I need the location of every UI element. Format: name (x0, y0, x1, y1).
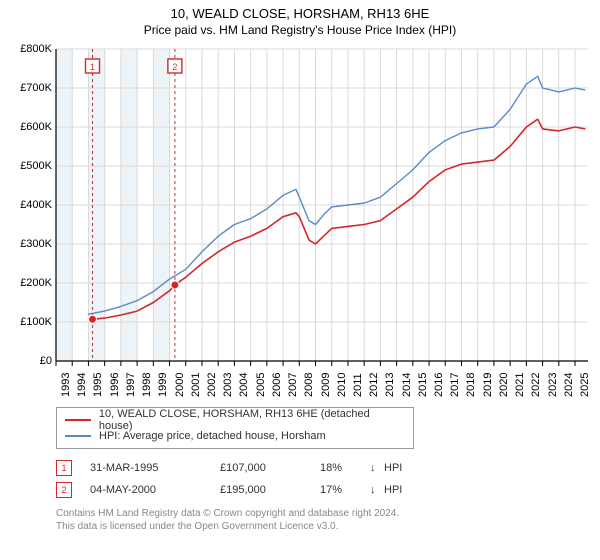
x-tick-label: 1996 (109, 373, 121, 397)
sales-table: 1 31-MAR-1995£107,00018%↓HPI 2 04-MAY-2000£… (56, 457, 600, 501)
sale-vs-label: HPI (384, 484, 402, 496)
footer-line-2: This data is licensed under the Open Gov… (56, 520, 600, 533)
x-tick-label: 2005 (255, 373, 267, 397)
x-tick-label: 1998 (141, 373, 153, 397)
x-tick-label: 2022 (530, 373, 542, 397)
sale-pct: 17% (320, 484, 370, 496)
x-tick-label: 2002 (206, 373, 218, 397)
x-tick-label: 2021 (514, 373, 526, 397)
x-tick-label: 2016 (433, 373, 445, 397)
sale-vs-label: HPI (384, 462, 402, 474)
x-tick-label: 2010 (336, 373, 348, 397)
legend-swatch (65, 435, 91, 437)
svg-text:2: 2 (172, 62, 177, 72)
y-tick-label: £300K (20, 238, 52, 250)
sale-price: £195,000 (220, 484, 320, 496)
y-tick-label: £400K (20, 199, 52, 211)
y-tick-label: £600K (20, 121, 52, 133)
sale-price: £107,000 (220, 462, 320, 474)
x-tick-label: 1997 (125, 373, 137, 397)
sale-marker-icon: 1 (56, 460, 72, 476)
y-tick-label: £500K (20, 160, 52, 172)
x-tick-label: 2008 (303, 373, 315, 397)
y-tick-label: £100K (20, 316, 52, 328)
x-tick-label: 2017 (449, 373, 461, 397)
legend-swatch (65, 419, 91, 421)
x-tick-label: 2001 (190, 373, 202, 397)
x-tick-label: 2000 (174, 373, 186, 397)
x-tick-label: 1999 (157, 373, 169, 397)
x-tick-label: 2009 (320, 373, 332, 397)
x-tick-label: 2007 (287, 373, 299, 397)
x-tick-label: 2004 (238, 373, 250, 397)
x-tick-label: 2019 (482, 373, 494, 397)
down-arrow-icon: ↓ (370, 484, 384, 496)
sale-row: 1 31-MAR-1995£107,00018%↓HPI (56, 457, 600, 479)
chart-area: 12 £0£100K£200K£300K£400K£500K£600K£700K… (0, 41, 600, 401)
legend-item: 10, WEALD CLOSE, HORSHAM, RH13 6HE (deta… (65, 412, 405, 428)
sale-date: 04-MAY-2000 (90, 484, 220, 496)
chart-title-address: 10, WEALD CLOSE, HORSHAM, RH13 6HE (0, 0, 600, 21)
x-tick-label: 1995 (92, 373, 104, 397)
x-tick-label: 2023 (547, 373, 559, 397)
x-tick-label: 1993 (60, 373, 72, 397)
y-tick-label: £800K (20, 43, 52, 55)
x-tick-label: 2024 (563, 373, 575, 397)
x-tick-label: 2006 (271, 373, 283, 397)
y-tick-label: £700K (20, 82, 52, 94)
sale-date: 31-MAR-1995 (90, 462, 220, 474)
footer-line-1: Contains HM Land Registry data © Crown c… (56, 507, 600, 520)
down-arrow-icon: ↓ (370, 462, 384, 474)
footer-attribution: Contains HM Land Registry data © Crown c… (56, 507, 600, 533)
x-tick-label: 2014 (401, 373, 413, 397)
svg-text:1: 1 (90, 62, 95, 72)
y-tick-label: £200K (20, 277, 52, 289)
y-tick-label: £0 (40, 355, 52, 367)
sale-marker-icon: 2 (56, 482, 72, 498)
x-tick-label: 2025 (579, 373, 591, 397)
sale-row: 2 04-MAY-2000£195,00017%↓HPI (56, 479, 600, 501)
legend-label: HPI: Average price, detached house, Hors… (99, 430, 326, 442)
x-tick-label: 2013 (384, 373, 396, 397)
x-tick-label: 2020 (498, 373, 510, 397)
figure-container: 10, WEALD CLOSE, HORSHAM, RH13 6HE Price… (0, 0, 600, 560)
x-tick-label: 2012 (368, 373, 380, 397)
x-tick-label: 2015 (417, 373, 429, 397)
chart-subtitle: Price paid vs. HM Land Registry's House … (0, 21, 600, 41)
legend: 10, WEALD CLOSE, HORSHAM, RH13 6HE (deta… (56, 407, 414, 449)
x-tick-label: 1994 (76, 373, 88, 397)
x-tick-label: 2018 (465, 373, 477, 397)
x-tick-label: 2011 (352, 373, 364, 397)
x-tick-label: 2003 (222, 373, 234, 397)
legend-label: 10, WEALD CLOSE, HORSHAM, RH13 6HE (deta… (99, 408, 405, 432)
line-chart-svg: 12 (0, 41, 600, 401)
sale-pct: 18% (320, 462, 370, 474)
